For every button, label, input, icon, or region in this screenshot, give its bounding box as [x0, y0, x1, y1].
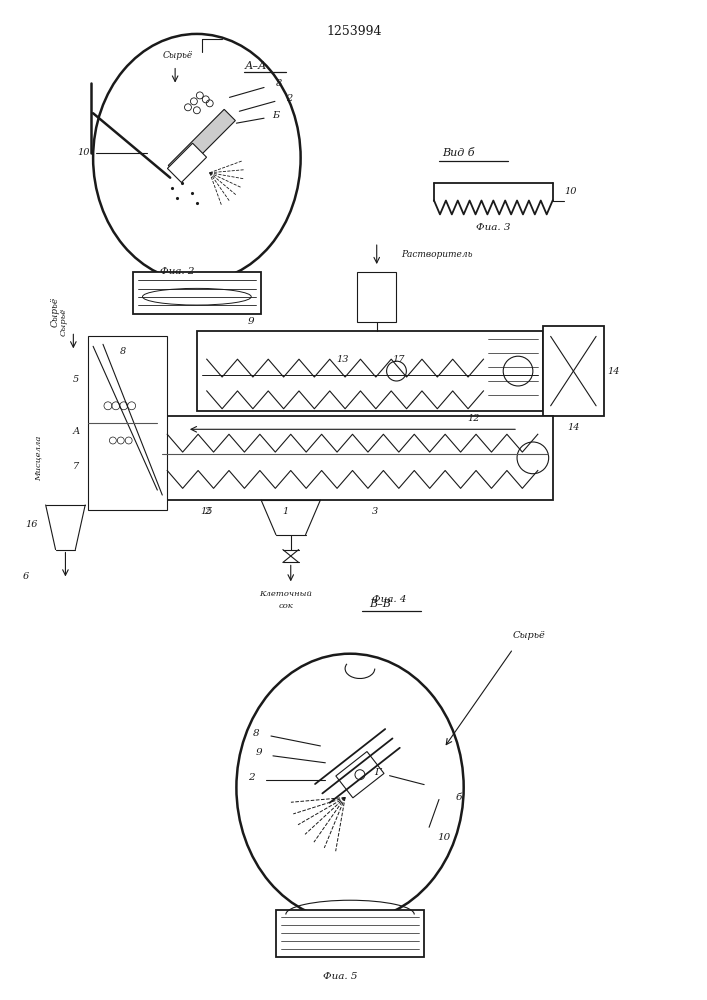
Text: 6: 6: [23, 572, 29, 581]
Text: Клеточный: Клеточный: [259, 590, 312, 598]
Polygon shape: [336, 752, 384, 798]
Text: 2: 2: [204, 507, 210, 516]
Text: Б: Б: [272, 111, 279, 120]
Text: 2: 2: [286, 94, 292, 103]
Text: Сырьё: Сырьё: [513, 631, 546, 640]
Text: Сырьё: Сырьё: [51, 296, 60, 327]
Text: Сырьё: Сырьё: [163, 51, 192, 60]
Text: 1: 1: [283, 507, 289, 516]
Bar: [197, 331, 543, 411]
Text: 10: 10: [564, 187, 577, 196]
Text: 10: 10: [77, 148, 90, 157]
Text: Растворитель: Растворитель: [402, 250, 473, 259]
Text: 8: 8: [253, 729, 259, 738]
Text: 1253994: 1253994: [326, 25, 382, 38]
Polygon shape: [46, 505, 86, 550]
Text: Фиа. 3: Фиа. 3: [476, 223, 510, 232]
Text: Г: Г: [374, 768, 381, 777]
Text: Фиа. 2: Фиа. 2: [160, 267, 194, 276]
Text: Мисцелла: Мисцелла: [35, 435, 42, 481]
Bar: [88, 336, 168, 510]
Text: 8: 8: [119, 347, 126, 356]
Text: Фиа. 4: Фиа. 4: [373, 595, 407, 604]
Text: 13: 13: [336, 355, 349, 364]
Text: 16: 16: [25, 520, 38, 529]
Polygon shape: [168, 109, 235, 177]
Text: 10: 10: [438, 833, 450, 842]
Text: 12: 12: [467, 414, 480, 423]
Text: 8: 8: [276, 79, 282, 88]
Bar: [133, 272, 261, 314]
Text: б: б: [455, 793, 462, 802]
Text: 2: 2: [248, 773, 255, 782]
Text: сок: сок: [279, 602, 293, 610]
Text: 14: 14: [567, 423, 580, 432]
Polygon shape: [168, 143, 206, 182]
Text: 9: 9: [248, 317, 255, 326]
Text: Фиа. 5: Фиа. 5: [323, 972, 358, 981]
Bar: [357, 272, 397, 322]
Text: 14: 14: [607, 367, 620, 376]
Text: Сырьё: Сырьё: [59, 307, 67, 336]
Text: 3: 3: [372, 507, 378, 516]
Text: 5: 5: [74, 375, 79, 384]
Text: Вид б: Вид б: [443, 148, 475, 158]
Text: 15: 15: [201, 507, 213, 516]
Text: 17: 17: [392, 355, 404, 364]
Bar: [543, 326, 604, 416]
Text: 7: 7: [74, 462, 79, 471]
Text: 9: 9: [256, 748, 262, 757]
Text: А: А: [73, 427, 80, 436]
Bar: [276, 910, 424, 957]
Text: В–В: В–В: [369, 599, 391, 609]
Bar: [158, 416, 553, 500]
Text: А–А: А–А: [245, 61, 267, 71]
